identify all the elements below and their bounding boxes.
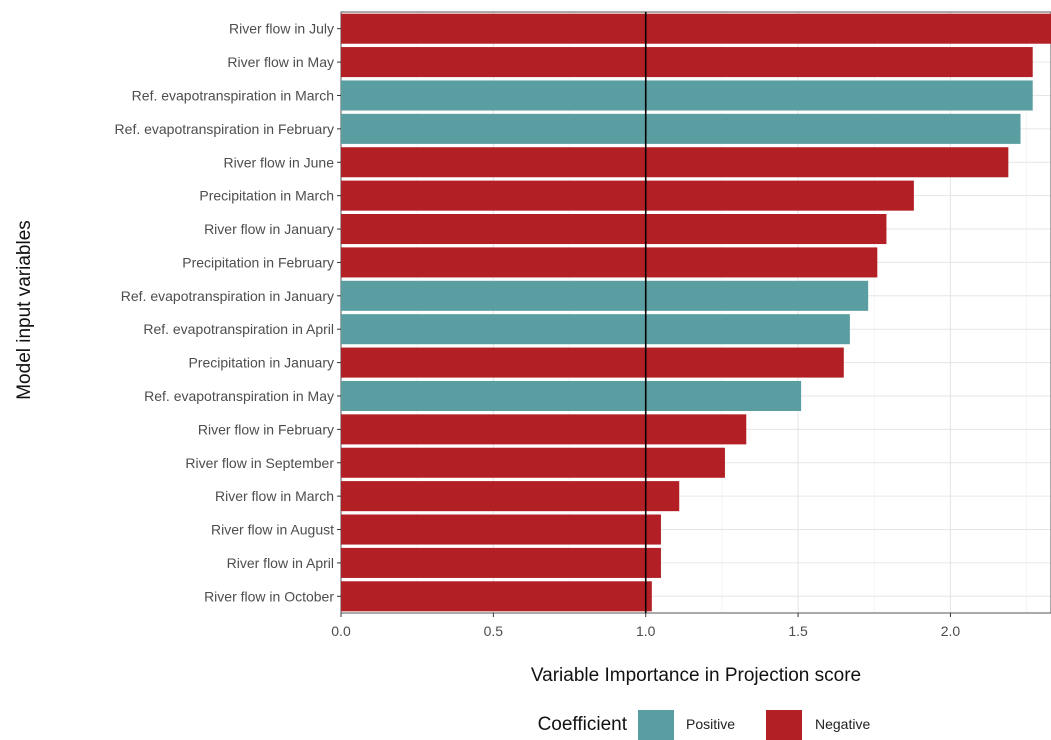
category-label: River flow in March <box>215 488 334 504</box>
x-tick-labels: 0.0 0.5 1.0 1.5 2.0 <box>331 613 960 639</box>
category-label: Precipitation in January <box>188 355 334 371</box>
category-label: River flow in August <box>211 522 334 538</box>
legend-swatch-positive <box>638 710 674 740</box>
bar <box>341 447 725 478</box>
bar <box>341 113 1021 144</box>
category-label: Ref. evapotranspiration in February <box>115 121 334 137</box>
legend-title: Coefficient <box>538 714 628 735</box>
legend: Coefficient Positive Negative <box>538 710 870 740</box>
bar <box>341 414 747 445</box>
x-tick-label: 1.5 <box>788 623 808 639</box>
y-axis-title: Model input variables <box>14 220 35 400</box>
category-label: Precipitation in February <box>182 254 334 270</box>
category-label: River flow in February <box>198 421 334 437</box>
legend-label-negative: Negative <box>815 716 870 732</box>
category-label: Ref. evapotranspiration in April <box>143 321 334 337</box>
category-label: River flow in July <box>229 21 334 37</box>
bar <box>341 514 661 545</box>
category-label: Ref. evapotranspiration in January <box>121 288 334 304</box>
category-label: Precipitation in March <box>199 188 334 204</box>
bar <box>341 581 652 612</box>
bar <box>341 47 1033 78</box>
category-label: River flow in May <box>227 54 334 70</box>
x-axis-title: Variable Importance in Projection score <box>531 665 861 686</box>
category-label: River flow in June <box>224 154 335 170</box>
bar <box>341 247 878 278</box>
x-tick-label: 0.5 <box>484 623 504 639</box>
bar <box>341 80 1033 111</box>
bar <box>341 547 661 578</box>
x-tick-label: 1.0 <box>636 623 656 639</box>
bar <box>341 314 850 345</box>
bar <box>341 481 680 512</box>
bar <box>341 280 869 311</box>
legend-swatch-negative <box>766 710 802 740</box>
category-label: Ref. evapotranspiration in March <box>132 87 334 103</box>
category-label: River flow in October <box>204 588 334 604</box>
category-label: Ref. evapotranspiration in May <box>144 388 334 404</box>
legend-label-positive: Positive <box>686 716 735 732</box>
bar <box>341 13 1051 44</box>
category-labels: River flow in July River flow in May Ref. … <box>115 21 341 604</box>
bar <box>341 147 1009 178</box>
bar <box>341 380 802 411</box>
category-label: River flow in January <box>204 221 334 237</box>
bar <box>341 214 887 245</box>
bar <box>341 347 844 378</box>
category-label: River flow in April <box>227 555 334 571</box>
x-tick-label: 0.0 <box>331 623 351 639</box>
bar <box>341 180 914 211</box>
x-tick-label: 2.0 <box>941 623 961 639</box>
category-label: River flow in September <box>185 455 334 471</box>
bars <box>341 13 1051 612</box>
panel-border <box>340 11 1051 614</box>
